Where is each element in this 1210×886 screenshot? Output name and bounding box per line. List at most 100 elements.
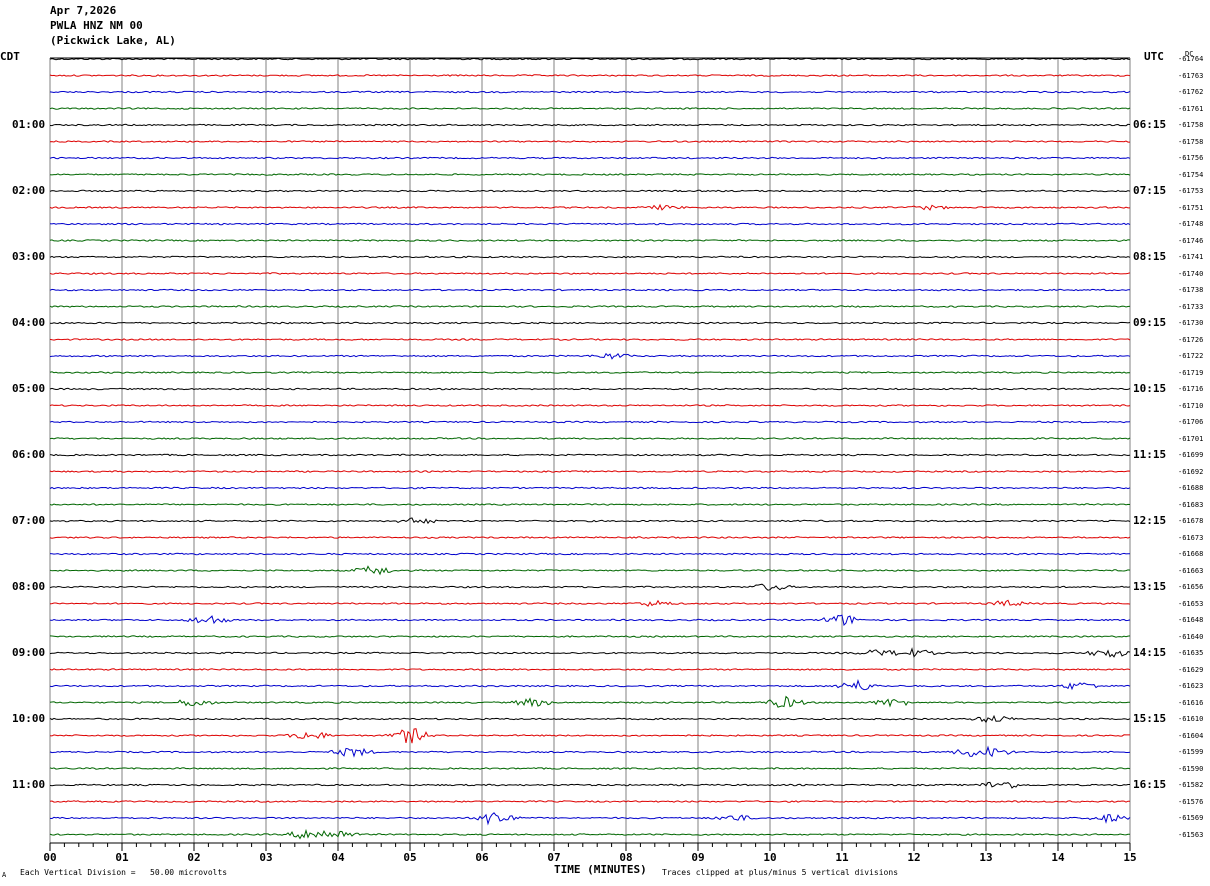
- utc-hour-label: 07:15: [1133, 184, 1167, 197]
- dc-offset-label: -61610: [1178, 715, 1204, 723]
- dc-offset-label: -61753: [1178, 187, 1204, 195]
- x-tick-label: 00: [43, 851, 56, 864]
- dc-offset-label: -61653: [1178, 599, 1204, 608]
- seismic-trace: [49, 679, 1131, 691]
- x-tick-label: 06: [475, 851, 489, 864]
- cdt-hour-label: 09:00: [12, 646, 46, 659]
- x-tick-label: 03: [259, 851, 272, 864]
- seismic-trace: [49, 239, 1131, 242]
- left-timezone-label: CDT: [0, 50, 20, 63]
- seismic-trace: [49, 470, 1131, 473]
- dc-offset-label: -61699: [1178, 451, 1204, 459]
- seismic-trace: [49, 728, 1130, 744]
- seismic-trace: [49, 90, 1131, 94]
- cdt-hour-label: 08:00: [12, 580, 46, 593]
- seismic-trace: [49, 812, 1131, 826]
- x-tick-label: 01: [115, 851, 129, 864]
- dc-offset-label: -61563: [1178, 830, 1204, 839]
- seismic-trace: [49, 321, 1131, 325]
- x-tick-label: 11: [835, 851, 849, 864]
- x-tick-label: 10: [763, 851, 776, 864]
- seismic-trace: [49, 781, 1130, 789]
- cdt-hour-label: 03:00: [12, 250, 46, 263]
- cdt-hour-label: 10:00: [12, 712, 46, 725]
- seismic-trace: [49, 614, 1131, 627]
- dc-offset-label: -61746: [1178, 236, 1204, 245]
- dc-offset-label: -61758: [1178, 121, 1204, 129]
- dc-offset-label: -61740: [1178, 269, 1204, 278]
- minute-grid: [49, 57, 1131, 843]
- seismic-trace: [49, 255, 1131, 259]
- seismic-trace: [49, 74, 1131, 77]
- record-date: Apr 7,2026: [50, 4, 117, 17]
- dc-offset-label: -61716: [1178, 385, 1204, 393]
- dc-offset-label: -61710: [1178, 401, 1204, 410]
- seismic-trace: [49, 517, 1131, 525]
- x-tick-label: 08: [619, 851, 632, 864]
- dc-offset-label: -61623: [1178, 682, 1204, 690]
- dc-offset-label: -61733: [1178, 302, 1204, 311]
- cdt-hour-label: 05:00: [12, 382, 46, 395]
- dc-offset-label: -61722: [1178, 352, 1204, 360]
- dc-offset-label: -61599: [1178, 748, 1204, 756]
- dc-offset-label: -61726: [1178, 335, 1204, 344]
- seismic-trace: [49, 453, 1131, 457]
- utc-hour-label: 10:15: [1133, 382, 1167, 395]
- x-axis-title: TIME (MINUTES): [554, 863, 647, 876]
- seismic-trace: [49, 635, 1131, 638]
- seismic-trace: [49, 203, 1130, 211]
- seismic-trace: [49, 173, 1131, 176]
- dc-offset-label: -61706: [1178, 418, 1204, 426]
- seismic-trace: [49, 222, 1131, 226]
- dc-offset-label: -61663: [1178, 566, 1204, 575]
- station-code: PWLA HNZ NM 00: [50, 19, 143, 32]
- corner-mark: A: [2, 871, 7, 879]
- dc-offset-label: -61756: [1178, 154, 1204, 162]
- seismic-trace: [49, 828, 1131, 840]
- seismic-trace: [49, 404, 1131, 407]
- seismic-trace: [49, 599, 1131, 607]
- cdt-hour-label: 01:00: [12, 118, 46, 131]
- seismic-trace: [49, 387, 1131, 391]
- station-location: (Pickwick Lake, AL): [50, 34, 176, 47]
- seismic-trace: [49, 140, 1130, 143]
- dc-offset-label: -61656: [1178, 583, 1204, 591]
- seismic-trace: [49, 647, 1131, 658]
- dc-header-label: DC: [1185, 50, 1194, 58]
- seismic-trace: [49, 420, 1131, 424]
- dc-offset-label: -61673: [1178, 533, 1204, 542]
- dc-offset-label: -61590: [1178, 764, 1204, 773]
- x-tick-label: 09: [691, 851, 704, 864]
- seismic-trace: [49, 800, 1130, 803]
- x-tick-label: 12: [907, 851, 920, 864]
- dc-offset-label: -61764: [1178, 55, 1204, 63]
- time-axis: 00 01 02 03 04 05 06 07 08 09 10 11 12 13 14 15: [43, 842, 1137, 864]
- seismic-trace: [49, 272, 1131, 275]
- dc-offset-label: -61678: [1178, 517, 1204, 525]
- seismic-trace: [49, 57, 1131, 61]
- utc-hour-label: 13:15: [1133, 580, 1167, 593]
- seismic-trace: [49, 536, 1131, 539]
- dc-offset-label: -61629: [1178, 665, 1204, 674]
- seismic-trace: [49, 583, 1131, 591]
- seismic-trace: [49, 486, 1131, 490]
- utc-hour-label: 09:15: [1133, 316, 1167, 329]
- x-tick-label: 13: [979, 851, 992, 864]
- cdt-hour-label: 04:00: [12, 316, 46, 329]
- dc-offset-label: -61648: [1178, 616, 1204, 624]
- dc-offset-label: -61762: [1178, 88, 1204, 96]
- seismic-trace: [49, 503, 1131, 506]
- cdt-hour-label: 11:00: [12, 778, 46, 791]
- x-tick-label: 15: [1123, 851, 1136, 864]
- dc-offset-label: -61754: [1178, 170, 1204, 179]
- seismic-trace: [49, 552, 1131, 556]
- seismic-trace: [49, 668, 1131, 671]
- dc-offset-label: -61635: [1178, 649, 1204, 657]
- utc-hour-label: 08:15: [1133, 250, 1167, 263]
- dc-offset-label: -61640: [1178, 632, 1204, 641]
- seismic-trace: [49, 123, 1131, 127]
- dc-offset-label: -61576: [1178, 797, 1204, 806]
- seismic-trace: [49, 767, 1131, 770]
- dc-offset-label: -61758: [1178, 137, 1204, 146]
